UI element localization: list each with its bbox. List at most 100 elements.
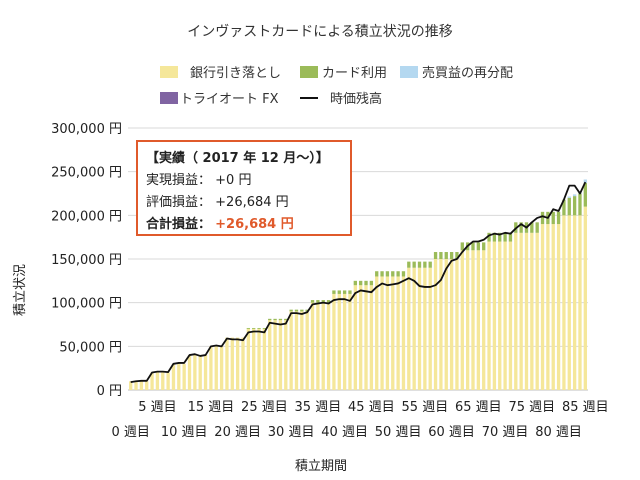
y-tick-label: 300,000 円 — [51, 122, 122, 137]
x-tick-label: 45 週目 — [348, 400, 395, 415]
bar-bank — [540, 224, 545, 390]
bar-bank — [326, 302, 331, 390]
bar-card — [257, 327, 261, 329]
x-tick-label: 20 週目 — [214, 425, 261, 440]
y-axis-label: 積立状況 — [13, 264, 28, 316]
bar-bank — [155, 372, 160, 390]
x-tick-label: 50 週目 — [375, 425, 422, 440]
bar-card — [268, 318, 272, 321]
bar-bank — [396, 276, 400, 390]
balance-line — [130, 181, 587, 384]
bar-bank — [546, 224, 550, 390]
legend-label-redist: 売買益の再分配 — [422, 65, 513, 81]
bar-card — [252, 327, 256, 329]
bar-bank — [278, 320, 283, 390]
bar-bank — [321, 302, 325, 390]
bar-card — [460, 242, 464, 251]
y-axis-ticks: 0 円 50,000 円 100,000 円 150,000 円 200,000 円 25… — [51, 122, 122, 399]
x-tick-label: 70 週目 — [482, 425, 529, 440]
bar-bank — [530, 232, 534, 390]
bar-card — [449, 252, 454, 259]
bar-card — [578, 193, 582, 216]
unrealized-pl-label: 評価損益： — [146, 195, 212, 210]
legend-swatch-redist — [400, 66, 418, 78]
x-axis-label: 積立期間 — [295, 459, 347, 474]
x-tick-label: 75 週目 — [508, 400, 555, 415]
bar-bank — [375, 276, 379, 390]
bar-bank — [209, 346, 213, 390]
realized-pl-row: 実現損益： +0 円 — [146, 170, 342, 192]
bar-card — [310, 300, 315, 303]
legend-label-fx: トライオート FX — [180, 92, 279, 107]
bar-bank — [492, 241, 497, 390]
x-tick-label: 60 週目 — [428, 425, 475, 440]
x-tick-label: 10 週目 — [161, 425, 208, 440]
total-pl-label: 合計損益： — [146, 217, 212, 232]
y-tick-label: 250,000 円 — [51, 166, 122, 181]
bar-card — [289, 309, 293, 312]
bar-card — [316, 300, 320, 303]
bar-card — [556, 211, 561, 225]
bar-bank — [316, 302, 320, 390]
bar-bank — [225, 337, 229, 390]
bar-card — [519, 222, 523, 233]
bar-bank — [364, 285, 368, 390]
bar-bank — [407, 267, 411, 390]
realized-pl-label: 実現損益： — [146, 173, 212, 188]
bar-bank — [289, 311, 293, 390]
bar-bank — [391, 276, 395, 390]
bar-card — [353, 280, 357, 286]
bar-bank — [460, 250, 464, 390]
bar-card — [278, 318, 283, 321]
bar-bank — [583, 206, 587, 390]
bar-bank — [171, 363, 176, 390]
bar-bank — [214, 346, 218, 390]
bar-card — [359, 280, 363, 286]
bar-bank — [423, 267, 427, 390]
legend-label-card: カード利用 — [322, 66, 387, 81]
bar-bank — [262, 328, 267, 390]
unrealized-pl-value: +26,684 円 — [215, 195, 289, 210]
bar-bank — [235, 337, 240, 390]
bar-card — [455, 252, 459, 259]
x-tick-label: 35 週目 — [295, 400, 342, 415]
bar-bank — [337, 293, 341, 390]
legend-label-balance: 時価残高 — [330, 91, 382, 107]
bar-bank — [498, 241, 502, 390]
bar-bank — [139, 381, 144, 390]
legend-label-bank: 銀行引き落とし — [190, 66, 281, 81]
y-tick-label: 200,000 円 — [51, 209, 122, 224]
bar-card — [369, 280, 374, 286]
bar-card — [530, 222, 534, 233]
bar-card — [433, 252, 438, 259]
bar-bank — [428, 267, 432, 390]
x-tick-label: 25 週目 — [241, 400, 288, 415]
bar-bank — [535, 232, 539, 390]
bar-card — [572, 196, 577, 216]
bar-card — [428, 261, 432, 268]
bar-card — [567, 197, 571, 216]
bar-card — [396, 271, 400, 277]
bar-card — [375, 271, 379, 277]
bar-bank — [294, 311, 299, 390]
x-tick-label: 5 週目 — [138, 400, 176, 415]
bar-card — [385, 271, 390, 277]
bar-card — [305, 309, 309, 312]
bar-card — [342, 290, 347, 294]
bar-bank — [444, 259, 448, 390]
bar-bank — [129, 381, 133, 390]
bar-card — [471, 242, 475, 251]
bar-redistribution — [572, 194, 577, 197]
bar-card — [380, 271, 384, 277]
x-tick-label: 0 週目 — [111, 425, 149, 440]
bar-bank — [332, 293, 336, 390]
bar-bank — [161, 372, 165, 390]
bar-redistribution — [567, 196, 571, 198]
bar-bank — [412, 267, 416, 390]
bar-bank — [417, 267, 422, 390]
x-tick-label: 40 週目 — [321, 425, 368, 440]
bar-card — [294, 309, 299, 312]
x-tick-label: 55 週目 — [402, 400, 449, 415]
legend-swatch-card — [300, 66, 318, 78]
bar-bank — [380, 276, 384, 390]
